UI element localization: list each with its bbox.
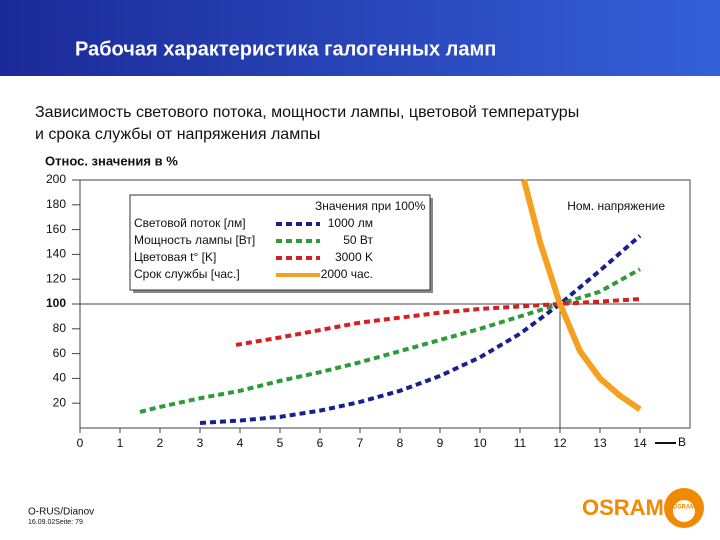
legend-label: Срок службы [час.] <box>134 267 240 281</box>
y-tick-label: 140 <box>46 247 66 261</box>
series-line <box>235 297 641 347</box>
x-tick-label: 0 <box>77 436 84 450</box>
x-axis-label: B <box>678 435 686 449</box>
x-tick-label: 8 <box>397 436 404 450</box>
x-tick-label: 6 <box>317 436 324 450</box>
y-tick-label: 80 <box>53 321 67 335</box>
x-tick-label: 3 <box>197 436 204 450</box>
y-tick-label: 120 <box>46 271 66 285</box>
legend-label: Световой поток [лм] <box>134 216 246 230</box>
x-tick-label: 12 <box>553 436 567 450</box>
legend-value: 1000 лм <box>328 216 373 230</box>
y-tick-label: 200 <box>46 172 66 186</box>
legend-value: 2000 час. <box>321 267 373 281</box>
logo-small-text: OSRAM <box>673 505 695 511</box>
y-tick-label: 100 <box>46 296 66 310</box>
series-line <box>521 179 642 412</box>
legend-value: 3000 K <box>335 250 373 264</box>
x-tick-label: 1 <box>117 436 124 450</box>
x-tick-label: 2 <box>157 436 164 450</box>
legend: Значения при 100% Световой поток [лм] 100… <box>129 194 433 293</box>
reference-label: Ном. напряжение <box>567 199 665 213</box>
logo-text: OSRAM <box>582 495 664 520</box>
subtitle: Зависимость светового потока, мощности л… <box>35 104 579 121</box>
series-line <box>199 234 642 426</box>
subtitle: и срока службы от напряжения лампы <box>35 126 320 143</box>
x-tick-label: 4 <box>237 436 244 450</box>
x-tick-label: 14 <box>633 436 647 450</box>
y-tick-label: 40 <box>53 371 67 385</box>
x-tick-label: 5 <box>277 436 284 450</box>
logo-inner <box>673 500 695 522</box>
legend-label: Цветовая t° [K] <box>134 250 216 264</box>
y-tick-label: 60 <box>53 346 67 360</box>
legend-title: Значения при 100% <box>315 199 426 213</box>
title-bar <box>0 0 720 76</box>
y-tick-label: 160 <box>46 222 66 236</box>
footer-date: 16.09.02Seite: 79 <box>28 519 83 526</box>
x-tick-label: 9 <box>437 436 444 450</box>
y-axis-label: Относ. значения в % <box>45 153 178 168</box>
slide-title: Рабочая характеристика галогенных ламп <box>75 38 496 60</box>
legend-label: Мощность лампы [Вт] <box>134 233 255 247</box>
legend-value: 50 Вт <box>343 233 373 247</box>
y-tick-label: 20 <box>53 395 67 409</box>
footer-author: O-RUS/Dianov <box>28 507 94 518</box>
x-tick-label: 7 <box>357 436 364 450</box>
x-tick-label: 13 <box>593 436 607 450</box>
x-tick-label: 11 <box>514 436 527 450</box>
x-tick-label: 10 <box>473 436 487 450</box>
y-tick-label: 180 <box>46 197 66 211</box>
